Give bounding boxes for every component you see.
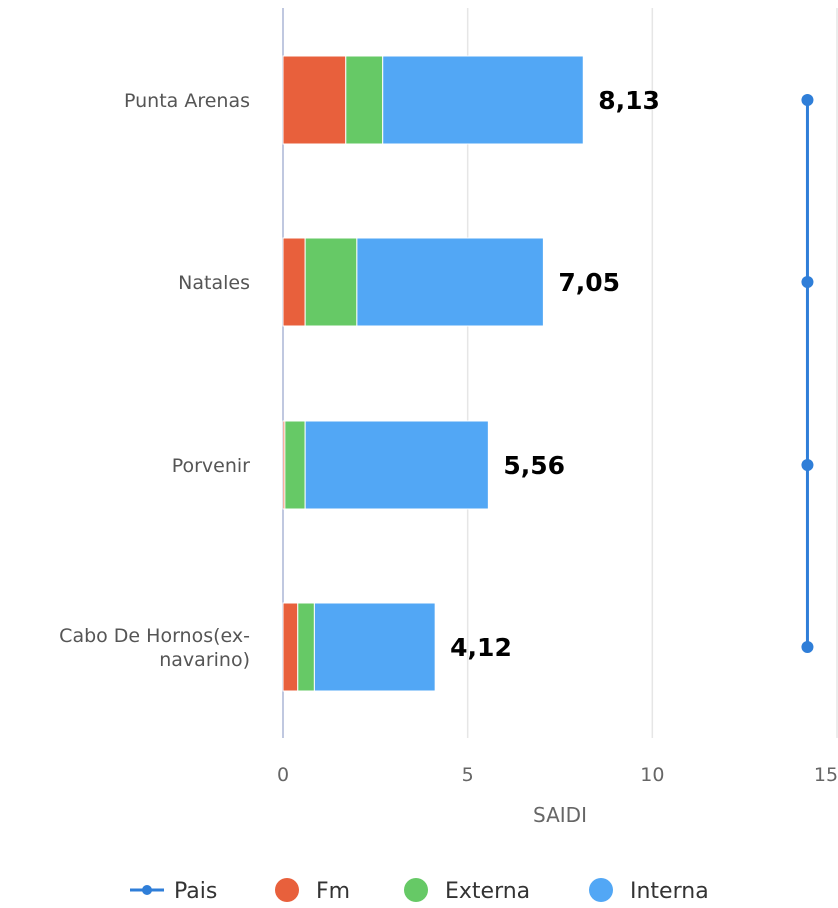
category-label: Punta Arenas [124, 90, 250, 112]
bar-interna[interactable] [382, 55, 584, 145]
category-label: Porvenir [172, 455, 250, 477]
pais-line [801, 94, 814, 653]
legend-point-icon [142, 885, 152, 895]
legend-label: Externa [445, 879, 530, 904]
x-tick-label: 15 [814, 764, 838, 786]
total-labels: 8,13 7,05 5,56 4,12 [450, 86, 660, 662]
total-label: 7,05 [558, 268, 620, 297]
total-label: 8,13 [598, 86, 660, 115]
legend-item-pais[interactable]: Pais [130, 879, 217, 904]
bar-interna[interactable] [313, 602, 436, 692]
legend-swatch-icon [589, 878, 613, 902]
legend: Pais Fm Externa Interna [130, 878, 709, 904]
x-tick-labels: 0 5 10 15 [277, 764, 838, 786]
x-axis-title: SAIDI [533, 803, 587, 827]
x-tick-label: 5 [462, 764, 474, 786]
pais-point[interactable] [801, 94, 814, 106]
legend-label: Fm [316, 879, 350, 904]
total-label: 4,12 [450, 633, 512, 662]
bar-externa[interactable] [284, 420, 306, 510]
category-label: navarino) [159, 649, 250, 671]
legend-item-externa[interactable]: Externa [404, 878, 530, 904]
legend-swatch-icon [404, 878, 428, 902]
bar-fm[interactable] [282, 237, 306, 327]
bars [282, 55, 584, 692]
category-labels: Punta Arenas Natales Porvenir Cabo De Horno… [59, 90, 250, 671]
bar-interna[interactable] [356, 237, 544, 327]
legend-label: Interna [630, 879, 709, 904]
bar-fm[interactable] [282, 602, 299, 692]
legend-label: Pais [174, 879, 217, 904]
x-tick-label: 0 [277, 764, 289, 786]
bar-externa[interactable] [297, 602, 315, 692]
category-label: Natales [178, 272, 250, 294]
bar-interna[interactable] [304, 420, 489, 510]
bar-externa[interactable] [304, 237, 358, 327]
pais-point[interactable] [801, 459, 814, 471]
x-tick-label: 10 [640, 764, 664, 786]
pais-point[interactable] [801, 276, 814, 288]
pais-point[interactable] [801, 641, 814, 653]
legend-item-fm[interactable]: Fm [275, 878, 350, 904]
total-label: 5,56 [503, 451, 565, 480]
legend-swatch-icon [275, 878, 299, 902]
bar-externa[interactable] [345, 55, 384, 145]
category-label: Cabo De Hornos(ex- [59, 625, 250, 647]
bar-fm[interactable] [282, 55, 347, 145]
legend-item-interna[interactable]: Interna [589, 878, 709, 904]
